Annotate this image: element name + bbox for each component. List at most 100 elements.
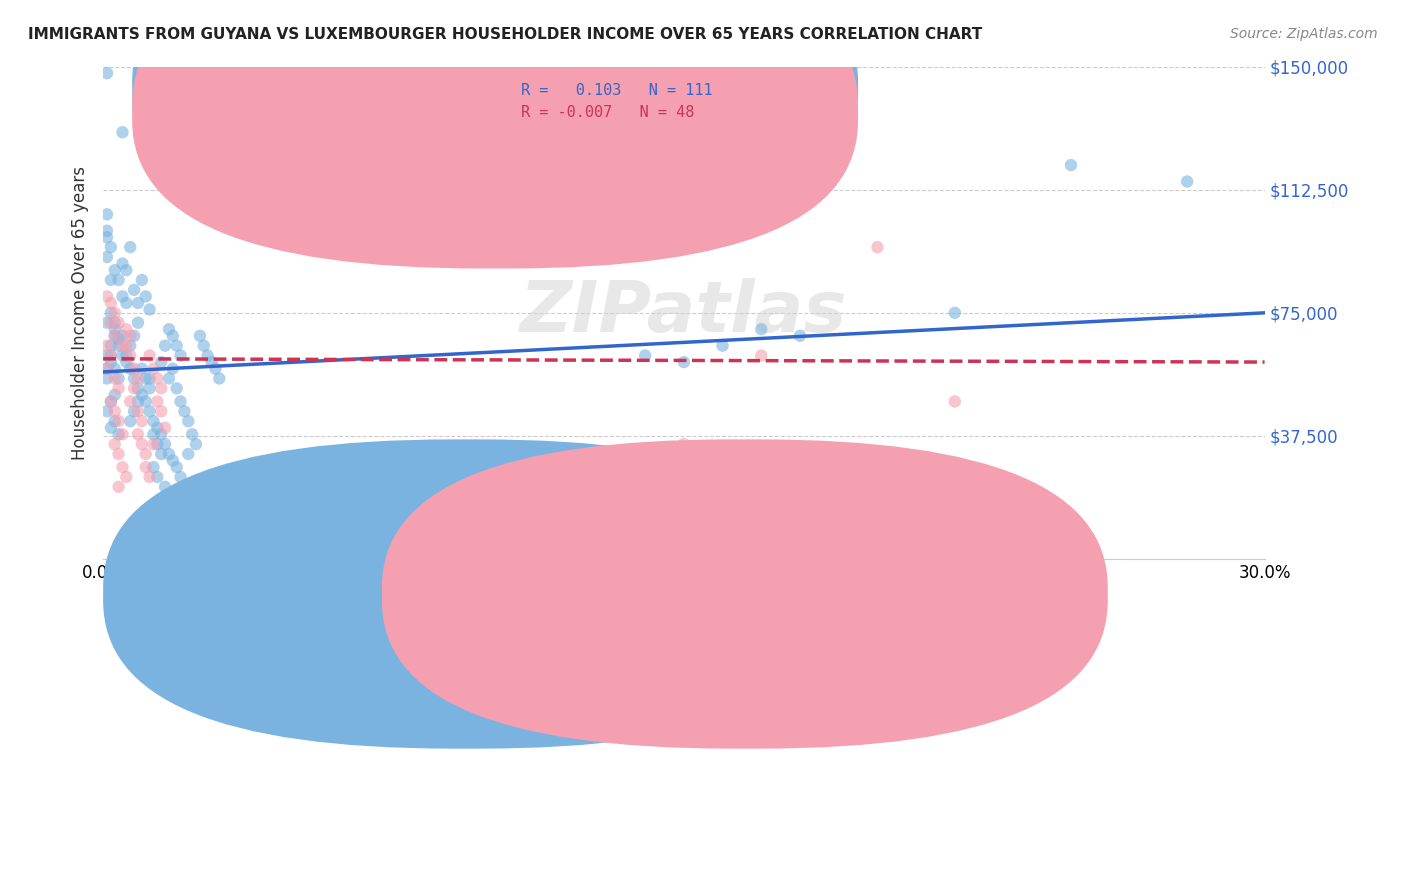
Point — [100, 421, 122, 435]
Point — [1060, 158, 1083, 172]
Point — [100, 349, 122, 363]
Point — [162, 328, 184, 343]
Point — [150, 427, 173, 442]
Text: R =   0.103   N = 111: R = 0.103 N = 111 — [522, 83, 713, 98]
Point — [111, 256, 134, 270]
Point — [146, 437, 169, 451]
Point — [122, 361, 145, 376]
Point — [104, 316, 127, 330]
Point — [122, 328, 145, 343]
Point — [100, 339, 122, 353]
Point — [142, 460, 165, 475]
Point — [789, 328, 811, 343]
Point — [122, 381, 145, 395]
Point — [200, 355, 222, 369]
FancyBboxPatch shape — [132, 0, 858, 246]
Point — [169, 349, 191, 363]
Text: Luxembourgers: Luxembourgers — [758, 580, 889, 598]
Point — [142, 437, 165, 451]
Point — [100, 394, 122, 409]
Text: IMMIGRANTS FROM GUYANA VS LUXEMBOURGER HOUSEHOLDER INCOME OVER 65 YEARS CORRELAT: IMMIGRANTS FROM GUYANA VS LUXEMBOURGER H… — [28, 27, 983, 42]
Point — [122, 371, 145, 385]
Point — [122, 404, 145, 418]
Point — [162, 361, 184, 376]
Point — [943, 306, 966, 320]
Point — [96, 316, 118, 330]
Point — [150, 404, 173, 418]
Point — [111, 339, 134, 353]
Point — [146, 421, 169, 435]
Point — [96, 224, 118, 238]
Point — [135, 447, 157, 461]
Point — [96, 404, 118, 418]
Point — [138, 302, 160, 317]
Point — [96, 339, 118, 353]
Point — [153, 339, 176, 353]
Point — [131, 414, 153, 428]
Point — [142, 414, 165, 428]
Point — [184, 437, 207, 451]
Point — [100, 296, 122, 310]
Point — [127, 427, 149, 442]
Point — [943, 394, 966, 409]
Point — [115, 263, 138, 277]
Point — [749, 322, 772, 336]
Text: Immigrants from Guyana: Immigrants from Guyana — [440, 580, 648, 598]
Point — [153, 421, 176, 435]
Point — [153, 437, 176, 451]
Point — [193, 339, 215, 353]
Point — [107, 316, 129, 330]
Point — [96, 66, 118, 80]
FancyBboxPatch shape — [103, 440, 830, 748]
Point — [166, 339, 188, 353]
Point — [173, 480, 195, 494]
Point — [104, 361, 127, 376]
Point — [204, 361, 226, 376]
Point — [193, 174, 215, 188]
Point — [120, 339, 142, 353]
Point — [115, 296, 138, 310]
Point — [146, 394, 169, 409]
Point — [120, 240, 142, 254]
Point — [115, 322, 138, 336]
Point — [127, 316, 149, 330]
Point — [135, 460, 157, 475]
Point — [181, 492, 204, 507]
Point — [120, 361, 142, 376]
Point — [169, 470, 191, 484]
Point — [142, 427, 165, 442]
Point — [104, 388, 127, 402]
Point — [166, 381, 188, 395]
Point — [131, 388, 153, 402]
Point — [177, 414, 200, 428]
Point — [104, 371, 127, 385]
Point — [122, 283, 145, 297]
Point — [111, 125, 134, 139]
Point — [104, 414, 127, 428]
Point — [157, 447, 180, 461]
Point — [127, 381, 149, 395]
Point — [120, 414, 142, 428]
Point — [138, 470, 160, 484]
Point — [96, 250, 118, 264]
Point — [115, 470, 138, 484]
Point — [104, 404, 127, 418]
Point — [100, 349, 122, 363]
Point — [142, 361, 165, 376]
Point — [131, 437, 153, 451]
Point — [104, 437, 127, 451]
Point — [153, 480, 176, 494]
Point — [111, 460, 134, 475]
Point — [138, 381, 160, 395]
Point — [162, 453, 184, 467]
Point — [96, 230, 118, 244]
Point — [181, 427, 204, 442]
Point — [120, 394, 142, 409]
Point — [107, 339, 129, 353]
FancyBboxPatch shape — [132, 0, 858, 268]
Point — [96, 361, 118, 376]
Point — [107, 447, 129, 461]
Point — [120, 349, 142, 363]
Text: Source: ZipAtlas.com: Source: ZipAtlas.com — [1230, 27, 1378, 41]
Point — [135, 394, 157, 409]
